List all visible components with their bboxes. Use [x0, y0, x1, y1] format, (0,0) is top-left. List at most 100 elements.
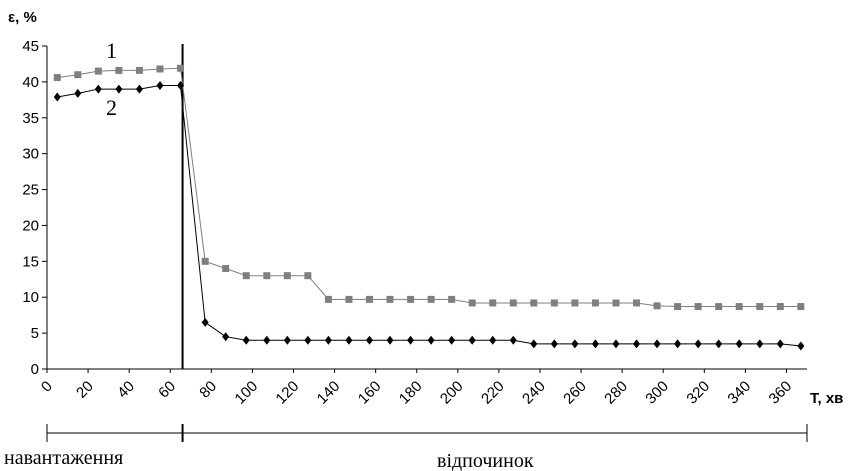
- data-point-1: [94, 67, 102, 75]
- data-point-2: [263, 335, 271, 345]
- y-tick-label: 15: [22, 253, 39, 270]
- data-point-2: [53, 92, 61, 102]
- data-point-1: [201, 257, 209, 265]
- data-point-2: [633, 339, 641, 349]
- x-tick-label: 320: [683, 378, 713, 408]
- x-tick-label: 300: [642, 378, 672, 408]
- data-point-2: [115, 84, 123, 94]
- data-point-1: [694, 303, 702, 311]
- data-point-2: [550, 339, 558, 349]
- data-point-2: [591, 339, 599, 349]
- data-point-1: [715, 303, 723, 311]
- data-point-2: [756, 339, 764, 349]
- data-point-1: [530, 299, 538, 307]
- data-point-1: [550, 299, 558, 307]
- x-tick-label: 240: [519, 378, 549, 408]
- data-point-1: [156, 65, 164, 73]
- data-point-2: [448, 335, 456, 345]
- data-point-2: [530, 339, 538, 349]
- data-point-1: [135, 66, 143, 74]
- y-tick-label: 10: [22, 289, 39, 306]
- x-tick-label: 80: [196, 378, 220, 402]
- y-tick-label: 20: [22, 217, 39, 234]
- data-point-2: [489, 335, 497, 345]
- x-tick-label: 260: [560, 378, 590, 408]
- data-point-1: [386, 295, 394, 303]
- x-tick-label: 200: [437, 378, 467, 408]
- data-point-1: [222, 265, 230, 273]
- data-point-1: [365, 295, 373, 303]
- x-tick-label: 280: [601, 378, 631, 408]
- data-point-1: [633, 299, 641, 307]
- data-point-2: [201, 317, 209, 327]
- y-tick-label: 35: [22, 110, 39, 127]
- data-point-2: [74, 88, 82, 98]
- x-axis-title: T, хв: [810, 390, 843, 407]
- data-point-1: [242, 272, 250, 280]
- phase-label-load: навантаження: [4, 447, 123, 469]
- y-axis-ticks: 0 5 10 15 20 25 30 35 40 45: [22, 38, 47, 378]
- data-point-1: [53, 74, 61, 82]
- data-point-1: [283, 272, 291, 280]
- x-tick-label: 120: [273, 378, 303, 408]
- phase-label-rest: відпочинок: [437, 450, 534, 471]
- data-point-1: [177, 64, 185, 72]
- data-point-1: [304, 272, 312, 280]
- data-point-2: [653, 339, 661, 349]
- x-tick-label: 20: [73, 378, 97, 402]
- data-point-1: [74, 71, 82, 79]
- data-point-1: [735, 303, 743, 311]
- series-line-1: [57, 67, 801, 308]
- data-point-1: [468, 299, 476, 307]
- data-point-1: [776, 303, 784, 311]
- data-point-1: [427, 295, 435, 303]
- x-tick-label: 220: [478, 378, 508, 408]
- data-point-1: [509, 299, 517, 307]
- data-point-2: [135, 84, 143, 94]
- data-point-2: [283, 335, 291, 345]
- data-point-2: [365, 335, 373, 345]
- x-tick-label: 140: [314, 378, 344, 408]
- data-point-1: [591, 299, 599, 307]
- series-1: [53, 64, 805, 311]
- data-point-1: [797, 303, 805, 311]
- data-point-1: [324, 295, 332, 303]
- data-point-2: [735, 339, 743, 349]
- x-tick-label: 340: [724, 378, 754, 408]
- curve-label-2: 2: [106, 95, 117, 120]
- data-point-2: [407, 335, 415, 345]
- x-tick-label: 100: [232, 378, 262, 408]
- x-tick-label: 160: [355, 378, 385, 408]
- y-tick-label: 45: [22, 38, 39, 55]
- data-point-2: [94, 84, 102, 94]
- y-tick-label: 30: [22, 146, 39, 163]
- data-point-1: [489, 299, 497, 307]
- data-point-2: [776, 339, 784, 349]
- data-point-2: [177, 80, 185, 90]
- curve-label-1: 1: [106, 38, 117, 63]
- x-tick-label: 60: [155, 378, 179, 402]
- data-point-2: [674, 339, 682, 349]
- data-point-1: [263, 272, 271, 280]
- data-point-1: [115, 66, 123, 74]
- data-point-1: [756, 303, 764, 311]
- x-tick-label: 180: [396, 378, 426, 408]
- x-tick-label: 360: [766, 378, 796, 408]
- axes: [46, 44, 807, 370]
- data-point-2: [345, 335, 353, 345]
- data-point-2: [797, 341, 805, 351]
- data-point-2: [242, 335, 250, 345]
- data-point-2: [468, 335, 476, 345]
- data-point-1: [345, 295, 353, 303]
- data-point-2: [427, 335, 435, 345]
- data-point-2: [304, 335, 312, 345]
- data-point-2: [694, 339, 702, 349]
- series-2: [53, 80, 805, 351]
- data-point-2: [324, 335, 332, 345]
- data-point-2: [509, 335, 517, 345]
- y-tick-label: 25: [22, 182, 39, 199]
- x-tick-label: 0: [38, 378, 56, 396]
- data-point-1: [612, 299, 620, 307]
- data-point-2: [156, 80, 164, 90]
